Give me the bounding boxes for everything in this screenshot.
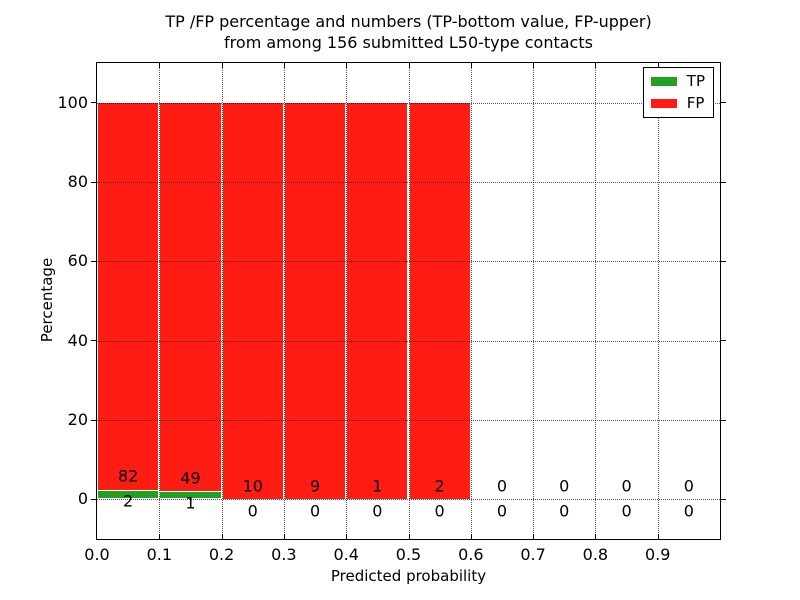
bar-fp (408, 102, 471, 500)
y-tick-label: 100 (57, 92, 88, 112)
bar-fp (159, 102, 222, 492)
legend-row: TP (650, 72, 705, 90)
x-tick-top (159, 63, 161, 68)
y-tick-right (721, 102, 726, 104)
gridline-vertical (470, 63, 472, 539)
x-tick-label: 0.5 (395, 545, 422, 564)
x-tick-top (408, 63, 410, 68)
plot-area: TP FP (96, 62, 721, 540)
x-tick-top (346, 63, 348, 68)
y-tick-label: 0 (77, 489, 88, 509)
legend-label-fp: FP (686, 94, 705, 112)
x-tick-label: 0.0 (84, 545, 110, 564)
x-tick-label: 0.3 (271, 545, 297, 564)
x-tick-label: 0.4 (333, 545, 359, 564)
tp-count-label: 0 (309, 501, 321, 521)
legend-swatch-tp (650, 77, 677, 86)
tp-count-label: 0 (372, 501, 383, 521)
gridline-vertical (595, 63, 597, 539)
x-tick-bottom (159, 534, 161, 539)
legend-swatch-fp (650, 99, 677, 108)
fp-count-label: 2 (434, 476, 445, 496)
fp-count-label: 49 (180, 468, 201, 488)
x-tick-top (533, 63, 535, 68)
x-tick-bottom (283, 534, 285, 539)
x-tick-label: 0.9 (644, 545, 671, 564)
legend-row: FP (650, 94, 705, 112)
y-axis-label: Percentage (38, 257, 56, 343)
y-tick-label: 20 (67, 410, 88, 429)
tp-count-label: 0 (496, 501, 508, 521)
x-tick-top (470, 63, 472, 68)
gridline-vertical (346, 63, 348, 539)
tp-count-label: 0 (683, 501, 694, 521)
x-tick-top (283, 63, 285, 68)
gridline-vertical (283, 63, 285, 539)
x-tick-label: 0.1 (146, 545, 173, 564)
chart-title-line1: TP /FP percentage and numbers (TP-bottom… (165, 12, 652, 31)
tp-count-label: 0 (434, 501, 445, 521)
bar-tp (97, 489, 160, 500)
gridline-vertical (657, 63, 659, 539)
fp-count-label: 0 (496, 476, 508, 496)
y-tick-label: 60 (67, 251, 88, 271)
x-axis-label: Predicted probability (330, 567, 487, 585)
y-tick-left (91, 498, 96, 500)
y-tick-left (91, 340, 96, 342)
gridline-vertical (221, 63, 223, 539)
x-tick-bottom (346, 534, 348, 539)
x-tick-bottom (657, 534, 659, 539)
y-tick-left (91, 102, 96, 104)
fp-count-label: 10 (242, 476, 263, 496)
y-tick-left (91, 260, 96, 262)
x-tick-bottom (408, 534, 410, 539)
tp-count-label: 0 (621, 501, 632, 521)
fp-count-label: 0 (559, 476, 570, 496)
tp-count-label: 0 (559, 501, 570, 521)
gridline-vertical (159, 63, 161, 539)
fp-count-label: 82 (117, 466, 139, 486)
bar-fp (221, 102, 284, 500)
y-tick-left (91, 181, 96, 183)
gridline-vertical (408, 63, 410, 539)
fp-count-label: 9 (309, 476, 321, 496)
fp-count-label: 0 (621, 476, 632, 496)
x-tick-label: 0.8 (582, 545, 609, 564)
x-tick-bottom (221, 534, 223, 539)
tp-count-label: 0 (247, 501, 258, 521)
tp-count-label: 2 (123, 491, 134, 511)
y-tick-right (721, 498, 726, 500)
y-tick-right (721, 260, 726, 262)
bar-fp (346, 102, 409, 500)
y-tick-label: 80 (67, 172, 88, 191)
bar-fp (283, 102, 347, 500)
x-tick-bottom (595, 534, 597, 539)
legend: TP FP (642, 67, 714, 118)
x-tick-top (221, 63, 223, 68)
tp-count-label: 1 (185, 493, 196, 513)
bar-fp (97, 102, 160, 490)
gridline-vertical (533, 63, 535, 539)
fp-count-label: 0 (683, 476, 694, 496)
x-tick-top (595, 63, 597, 68)
legend-label-tp: TP (686, 72, 705, 90)
y-tick-right (721, 181, 726, 183)
y-tick-label: 40 (67, 330, 88, 350)
x-tick-label: 0.7 (520, 545, 546, 564)
chart-title-line2: from among 156 submitted L50-type contac… (224, 33, 593, 52)
x-tick-bottom (470, 534, 472, 539)
x-tick-bottom (533, 534, 535, 539)
x-tick-top (657, 63, 659, 68)
y-tick-right (721, 419, 726, 421)
y-tick-left (91, 419, 96, 421)
fp-count-label: 1 (372, 476, 383, 496)
x-tick-label: 0.6 (458, 545, 484, 564)
y-tick-right (721, 340, 726, 342)
x-tick-label: 0.2 (208, 545, 235, 564)
